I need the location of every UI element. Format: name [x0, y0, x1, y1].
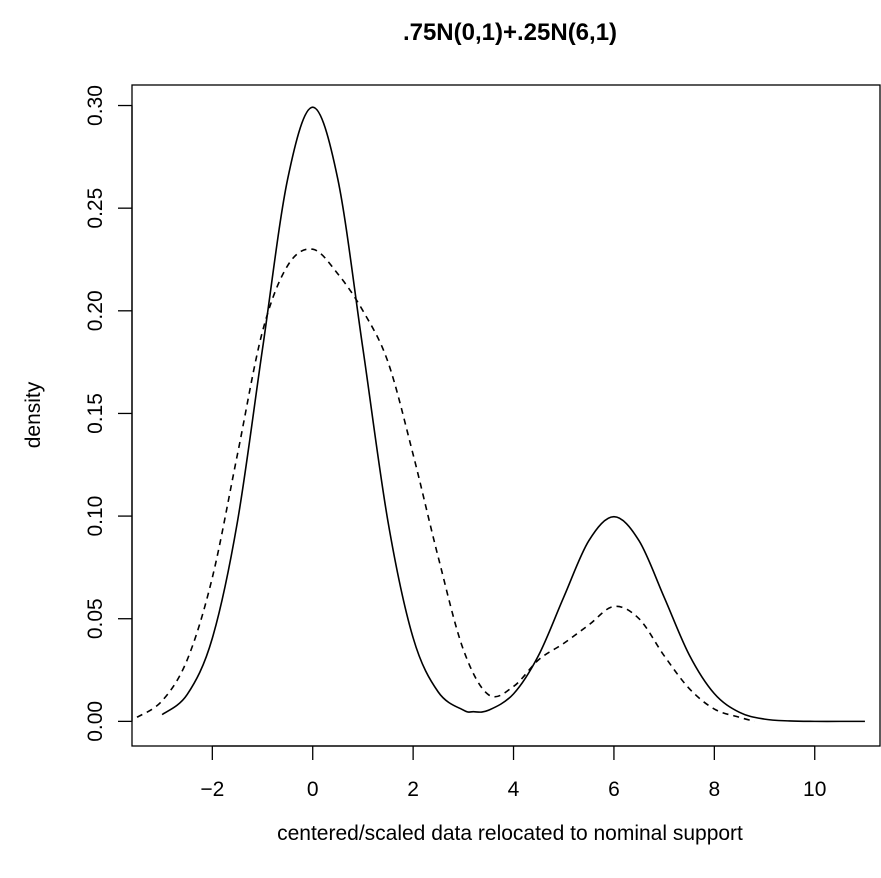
x-tick-label: 4: [508, 778, 520, 801]
x-tick-label: 6: [608, 778, 620, 801]
series-line-solid: [161, 106, 865, 723]
y-tick-label: 0.30: [84, 85, 107, 126]
y-axis-label: density: [22, 381, 45, 448]
x-tick-label: 0: [307, 778, 319, 801]
chart-title: .75N(0,1)+.25N(6,1): [403, 19, 617, 46]
y-tick-label: 0.10: [84, 496, 107, 537]
y-axis: 0.00 0.05 0.10 0.15 0.20 0.25 0.30: [84, 85, 133, 742]
y-tick-label: 0.25: [84, 188, 107, 229]
series-layer: [136, 106, 865, 723]
x-tick-label: 8: [708, 778, 720, 801]
x-tick-label: 10: [803, 778, 826, 801]
x-tick-label: 2: [407, 778, 419, 801]
series-line-dashed: [136, 248, 755, 723]
x-axis-label: centered/scaled data relocated to nomina…: [277, 822, 743, 845]
y-tick-label: 0.05: [84, 598, 107, 639]
x-axis: −2 0 2 4 6 8 10: [200, 745, 826, 801]
y-tick-label: 0.20: [84, 290, 107, 331]
x-tick-label: −2: [200, 778, 224, 801]
y-tick-label: 0.15: [84, 393, 107, 434]
plot-frame: [131, 84, 881, 747]
y-tick-label: 0.00: [84, 701, 107, 742]
